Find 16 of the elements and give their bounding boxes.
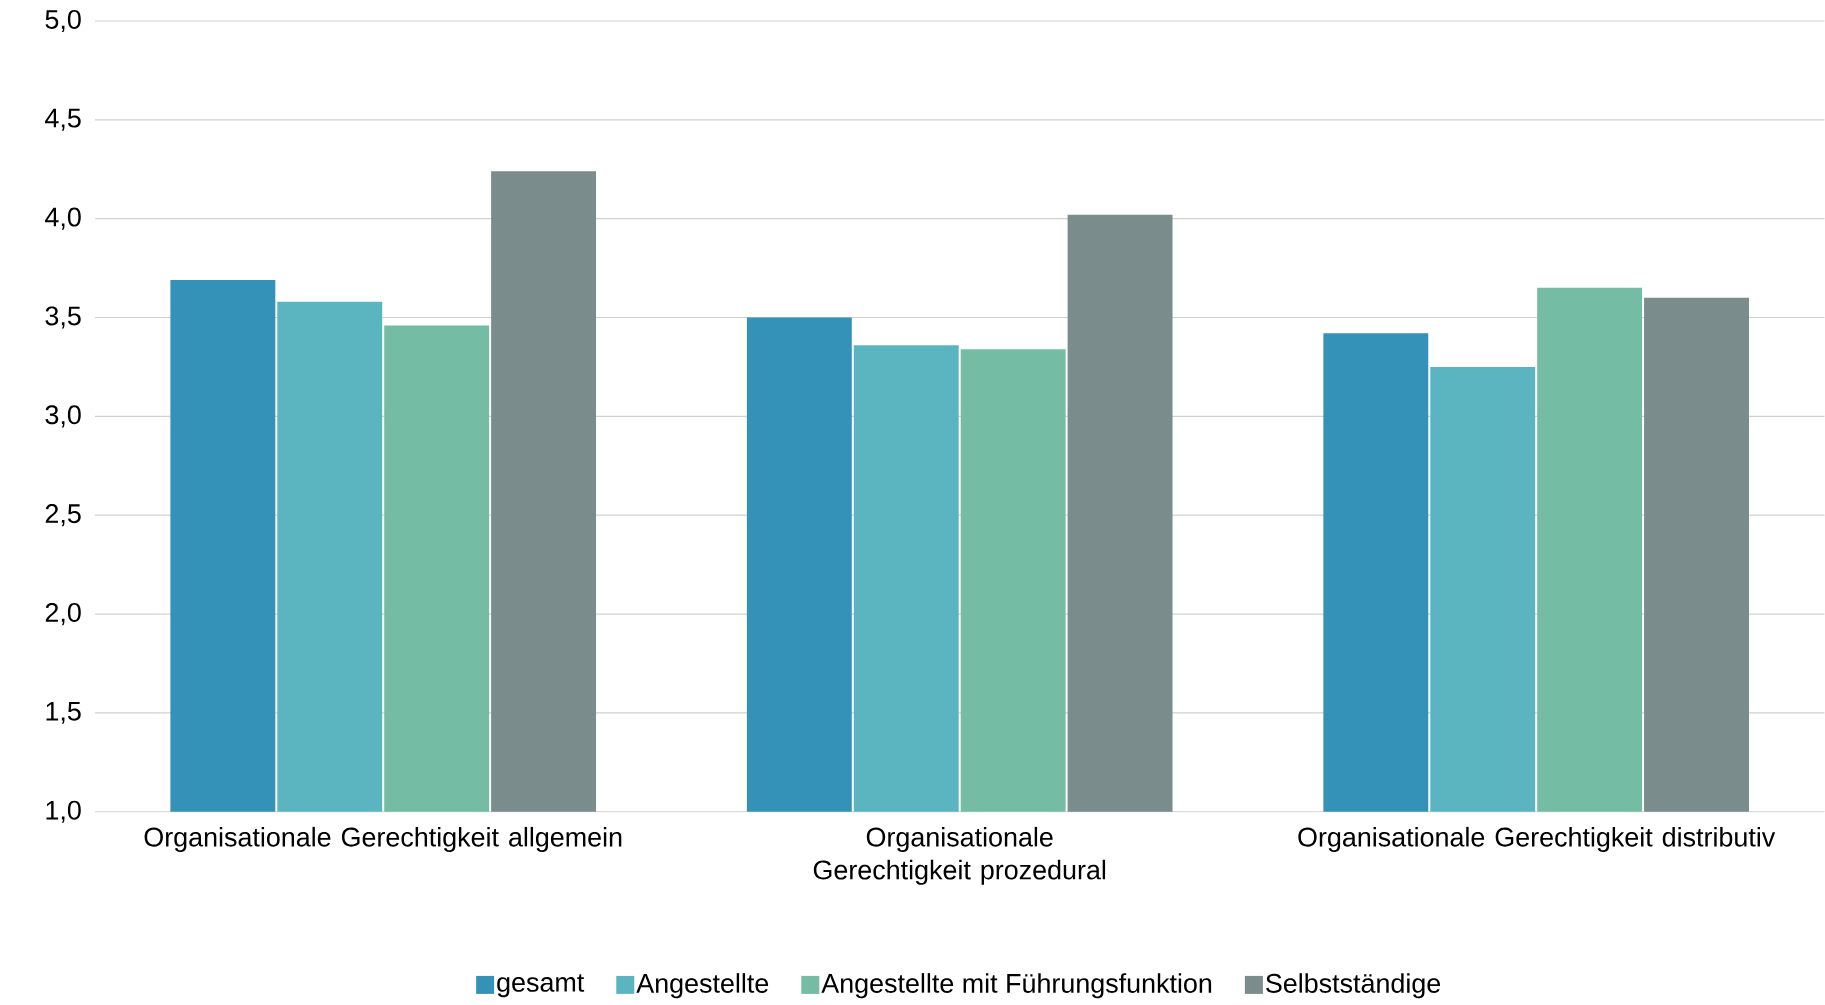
y-tick-label: 1,0	[46, 800, 81, 823]
legend-label: Angestellte	[636, 973, 769, 999]
x-tick-label: Organisationale Gerechtigkeit allgemein	[144, 827, 622, 853]
y-tick-label: 3,5	[45, 306, 81, 329]
legend-label: gesamt	[497, 974, 585, 998]
y-tick-label: 4,5	[45, 109, 81, 131]
y-tick-label: 3,0	[45, 405, 81, 428]
y-tick-label: 2,0	[45, 603, 81, 626]
y-tick-label: 5,0	[45, 10, 81, 33]
y-tick-label: 4,0	[45, 207, 81, 230]
y-tick-label: 1,5	[46, 702, 81, 725]
legend-label: Angestellte mit Führungsfunktion	[821, 973, 1212, 999]
y-tick-label: 2,5	[45, 504, 81, 527]
legend-label: Selbstständige	[1266, 973, 1441, 999]
x-tick-label: Organisationale Gerechtigkeit distributiv	[1298, 827, 1776, 853]
x-tick-label: Organisationale Gerechtigkeit prozedural	[813, 827, 1106, 885]
